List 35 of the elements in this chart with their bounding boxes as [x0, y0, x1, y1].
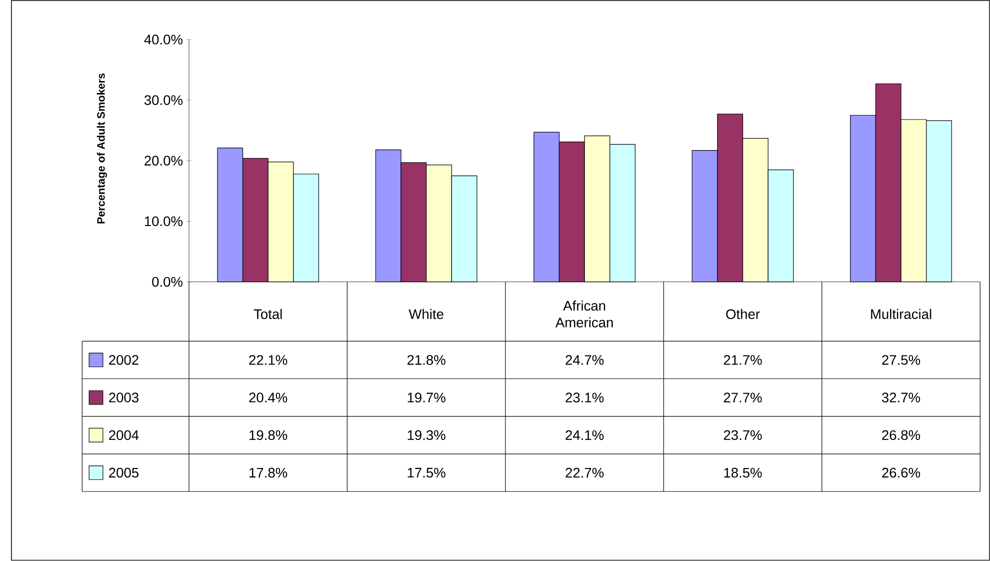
legend-label: 2002 [109, 355, 138, 365]
legend-label: 2005 [109, 468, 138, 478]
data-label: 27.7% [724, 392, 762, 403]
x-tick-label: African American [555, 300, 613, 328]
data-label: 22.7% [566, 468, 604, 478]
x-tick-label: Other [726, 309, 760, 320]
legend-label: 2004 [109, 430, 139, 440]
data-label: 24.1% [566, 430, 604, 440]
data-label: 32.7% [882, 392, 920, 403]
data-label: 23.7% [724, 430, 762, 440]
y-tick-label: 30.0% [144, 95, 183, 106]
y-tick-label: 0.0% [152, 277, 183, 287]
x-tick-label: Total [254, 309, 282, 320]
data-label: 23.1% [566, 392, 604, 403]
y-axis-title: Percentage of Adult Smokers [96, 74, 108, 224]
legend-label: 2003 [109, 392, 138, 403]
data-label: 21.7% [724, 355, 762, 365]
data-label: 17.5% [408, 468, 446, 478]
data-label: 22.1% [249, 355, 288, 365]
y-tick-label: 40.0% [144, 34, 183, 45]
y-tick-label: 20.0% [144, 156, 183, 166]
data-label: 19.8% [250, 430, 288, 440]
data-label: 19.7% [408, 392, 446, 403]
data-label: 27.5% [882, 355, 920, 365]
x-tick-label: White [408, 309, 444, 320]
data-label: 19.3% [408, 430, 446, 440]
x-tick-label: Multiracial [871, 309, 932, 320]
data-label: 21.8% [407, 355, 446, 365]
data-label: 18.5% [724, 468, 762, 478]
data-label: 24.7% [566, 355, 604, 365]
y-tick-label: 10.0% [144, 216, 183, 226]
data-label: 17.8% [250, 468, 288, 478]
data-label: 26.6% [882, 468, 920, 478]
data-label: 20.4% [249, 392, 288, 403]
data-label: 26.8% [882, 430, 920, 440]
